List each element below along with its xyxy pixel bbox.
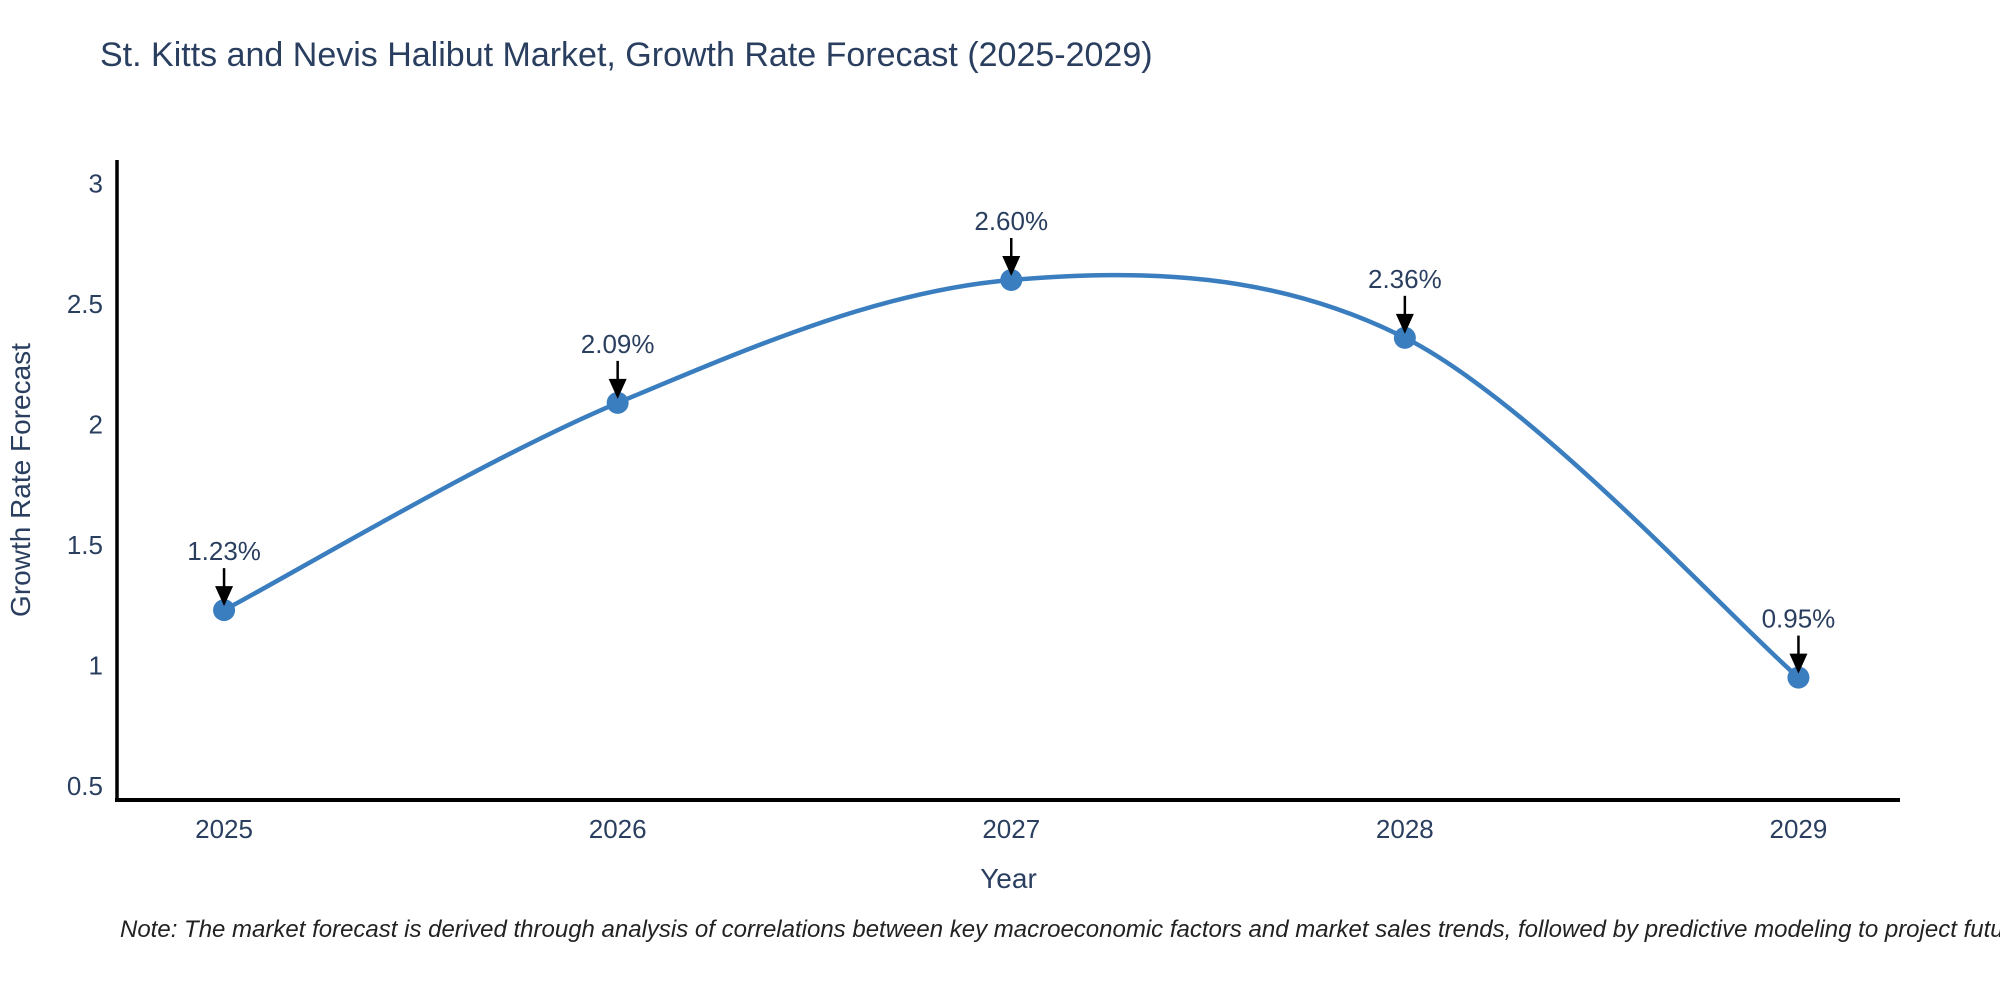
annotation-arrow-head [1002,256,1021,276]
data-point-label: 1.23% [187,536,261,566]
y-tick-label: 1 [89,651,103,681]
annotation-arrow-head [1395,313,1414,334]
chart-title: St. Kitts and Nevis Halibut Market, Grow… [100,36,1153,74]
y-axis-title: Growth Rate Forecast [5,343,36,617]
annotation-arrow-head [215,586,234,607]
data-point-label: 0.95% [1762,604,1836,634]
y-tick-label: 3 [89,169,103,199]
x-tick-label: 2028 [1376,814,1434,844]
x-tick-label: 2029 [1770,814,1828,844]
footnote: Note: The market forecast is derived thr… [120,916,2000,943]
annotation-arrow-head [608,378,627,399]
data-point[interactable] [213,599,236,622]
data-point[interactable] [1000,269,1023,291]
annotation-arrow-head [1789,653,1808,674]
y-tick-label: 2.5 [67,289,103,319]
x-axis-title: Year [980,863,1037,894]
data-point[interactable] [1393,326,1416,349]
x-tick-label: 2025 [195,814,253,844]
x-tick-label: 2026 [589,814,647,844]
forecast-line [221,272,1801,680]
data-point[interactable] [1787,666,1810,689]
data-point[interactable] [606,391,629,414]
data-point-label: 2.60% [974,206,1048,236]
y-tick-label: 0.5 [67,771,103,801]
x-tick-label: 2027 [982,814,1040,844]
y-tick-label: 2 [89,410,103,440]
data-point-label: 2.09% [581,329,655,359]
data-point-label: 2.36% [1368,264,1442,294]
y-tick-label: 1.5 [67,530,103,560]
